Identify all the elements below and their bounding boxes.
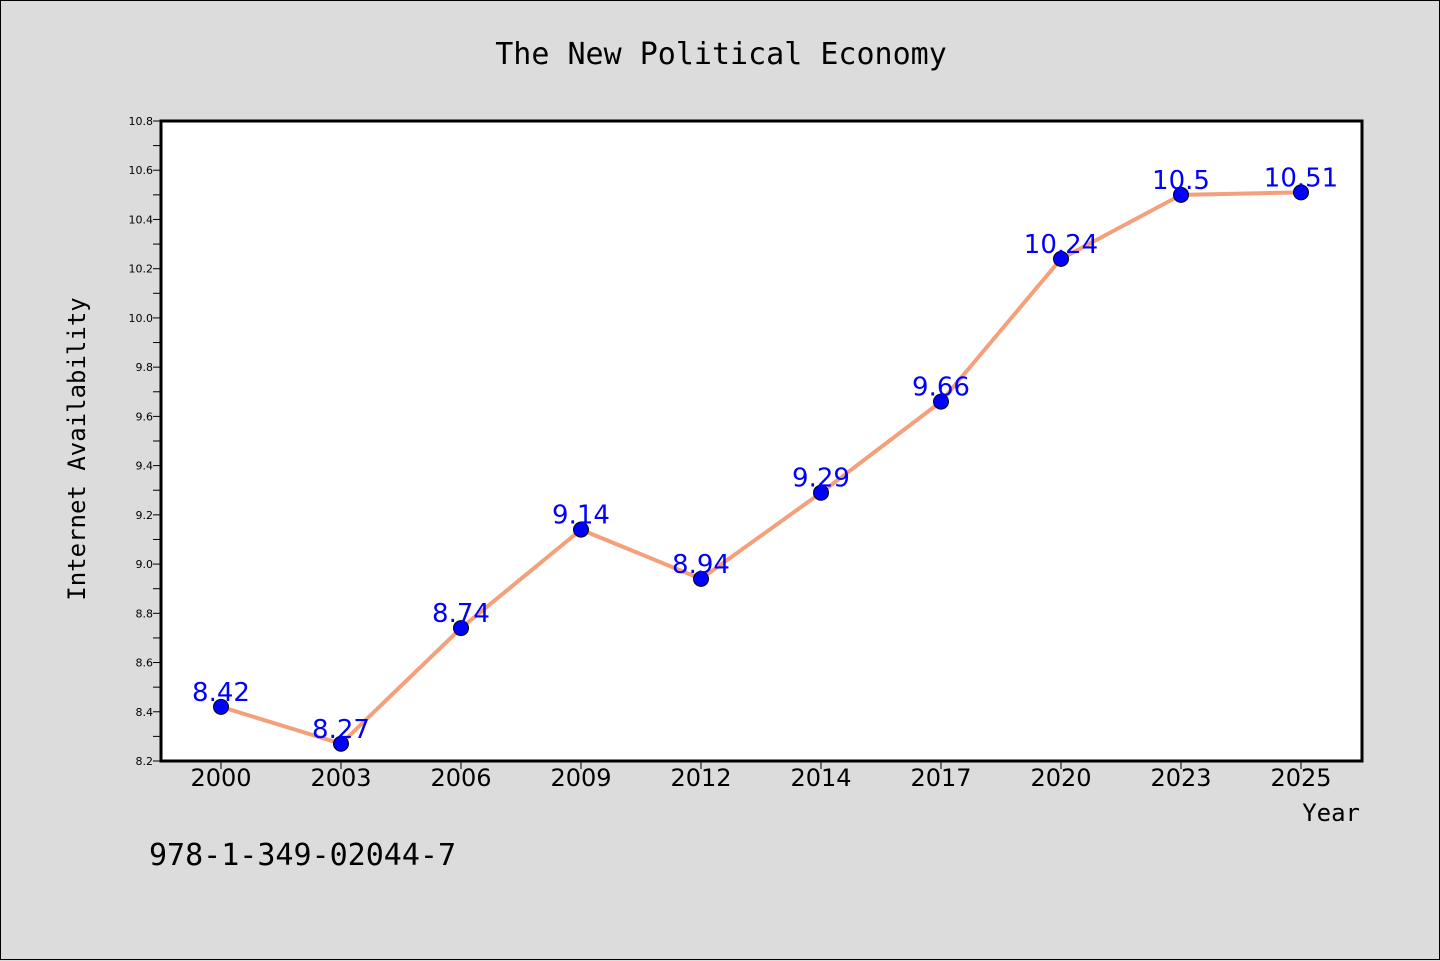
data-label: 8.42 [192,678,250,708]
y-tick-label: 10.0 [129,312,154,325]
data-point [573,521,589,538]
data-point [693,570,709,587]
x-tick-label: 2009 [550,764,611,792]
series-line [219,190,1303,746]
isbn-text: 978-1-349-02044-7 [149,838,456,873]
data-label: 8.74 [432,599,490,629]
y-axis-title: Internet Availability [63,297,91,600]
series-layer [213,184,1309,752]
data-label: 9.14 [552,501,610,531]
data-label: 8.27 [312,715,370,745]
x-tick-label: 2017 [910,764,971,792]
data-point [213,698,229,715]
ticks-layer: 8.2 8.4 8.6 8.8 9.0 9.2 9.4 9.6 9.8 10.0 10.2 10.4 1… [129,115,1332,792]
y-tick-label: 8.6 [136,657,154,670]
x-tick-label: 2014 [790,764,851,792]
y-tick-label: 8.8 [136,607,154,620]
plot-frame [159,119,1364,763]
data-label: 9.66 [912,373,970,403]
data-label: 10.24 [1024,230,1098,260]
data-point [1173,186,1189,203]
chart-title: The New Political Economy [495,37,947,72]
x-tick-label: 2023 [1150,764,1211,792]
plot-area [161,121,1362,761]
x-tick-label: 2000 [190,764,251,792]
data-label: 8.94 [672,550,730,580]
x-tick-label: 2003 [310,764,371,792]
data-point [333,735,349,752]
data-label: 10.51 [1264,163,1338,193]
y-tick-label: 9.2 [136,509,154,522]
y-tick-label: 10.6 [129,164,154,177]
x-tick-label: 2020 [1030,764,1091,792]
data-point [1053,250,1069,267]
x-tick-label: 2006 [430,764,491,792]
x-tick-label: 2025 [1270,764,1331,792]
y-tick-label: 9.6 [136,410,154,423]
x-axis-title: Year [1302,799,1360,827]
data-point [1293,184,1309,201]
y-tick-label: 10.4 [129,213,154,226]
data-point [933,393,949,410]
x-tick-label: 2012 [670,764,731,792]
y-tick-label: 8.2 [136,755,154,768]
y-tick-label: 10.2 [129,263,154,276]
y-tick-label: 9.8 [136,361,154,374]
data-labels-layer: 8.42 8.27 8.74 9.14 8.94 9.29 9.66 10.24 10.5 10.… [192,163,1338,744]
data-label: 10.5 [1152,166,1210,196]
data-point [813,484,829,501]
data-label: 9.29 [792,464,850,494]
y-tick-label: 10.8 [129,115,154,128]
y-tick-label: 9.4 [136,460,154,473]
y-tick-label: 9.0 [136,558,154,571]
data-point [453,620,469,637]
y-tick-label: 8.4 [136,706,154,719]
